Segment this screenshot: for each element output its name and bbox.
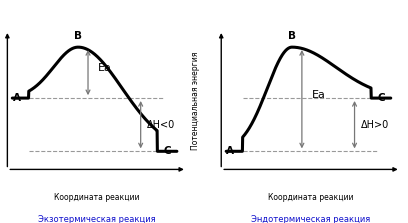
Text: A: A [226, 146, 235, 156]
Text: Потенциальная энергия: Потенциальная энергия [191, 51, 200, 150]
Text: ΔH<0: ΔH<0 [147, 120, 175, 130]
Text: Eа: Eа [312, 90, 326, 100]
Text: A: A [13, 93, 20, 103]
Text: Координата реакции: Координата реакции [268, 193, 354, 202]
Text: C: C [164, 146, 171, 156]
Text: Координата реакции: Координата реакции [54, 193, 140, 202]
Text: Экзотермическая реакция: Экзотермическая реакция [38, 215, 156, 223]
Text: B: B [74, 31, 82, 41]
Text: B: B [288, 31, 296, 41]
Text: Eа: Eа [98, 63, 112, 73]
Text: C: C [377, 93, 385, 103]
Text: ΔH>0: ΔH>0 [361, 120, 389, 130]
Text: Эндотермическая реакция: Эндотермическая реакция [251, 215, 370, 223]
